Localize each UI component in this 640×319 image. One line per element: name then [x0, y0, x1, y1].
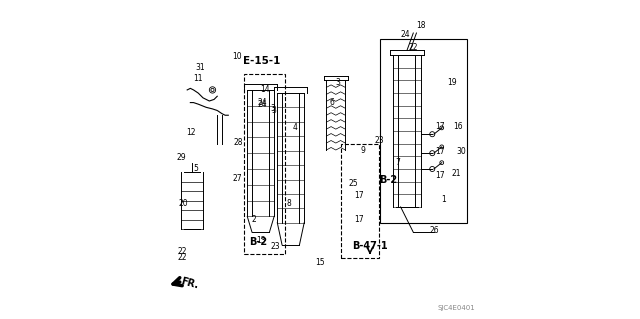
- Text: 28: 28: [234, 137, 243, 147]
- Text: 20: 20: [179, 199, 188, 208]
- Text: 26: 26: [429, 226, 439, 235]
- Text: 24: 24: [401, 30, 410, 39]
- Text: 24: 24: [258, 100, 268, 109]
- Text: 3: 3: [336, 78, 340, 86]
- Text: 11: 11: [193, 74, 203, 83]
- Text: 3: 3: [270, 104, 275, 113]
- Text: 2: 2: [252, 215, 256, 224]
- Text: 17: 17: [354, 215, 364, 224]
- Text: 17: 17: [435, 147, 444, 156]
- Text: B-2: B-2: [249, 237, 268, 247]
- Text: 12: 12: [186, 128, 196, 137]
- Text: 9: 9: [360, 145, 365, 154]
- Text: 8: 8: [286, 199, 291, 208]
- Text: 25: 25: [348, 179, 358, 188]
- Text: 22: 22: [408, 43, 418, 52]
- Text: 1: 1: [441, 195, 445, 204]
- Text: 21: 21: [452, 169, 461, 178]
- Text: 15: 15: [315, 258, 325, 267]
- Text: 6: 6: [330, 98, 335, 107]
- Text: 23: 23: [271, 242, 280, 251]
- Text: FR.: FR.: [179, 277, 199, 291]
- Text: SJC4E0401: SJC4E0401: [437, 305, 475, 311]
- Text: 18: 18: [417, 21, 426, 30]
- Text: 29: 29: [177, 153, 186, 162]
- Text: 17: 17: [435, 122, 444, 131]
- Text: 10: 10: [232, 52, 242, 61]
- Text: 31: 31: [196, 63, 205, 72]
- Text: 17: 17: [435, 171, 444, 180]
- Text: 22: 22: [178, 253, 187, 262]
- Text: 22: 22: [178, 247, 187, 256]
- Text: 14: 14: [260, 85, 269, 94]
- Text: 16: 16: [452, 122, 462, 131]
- Text: 24: 24: [258, 98, 268, 107]
- Text: B-47-1: B-47-1: [352, 241, 388, 251]
- Text: 19: 19: [447, 78, 457, 86]
- Text: 4: 4: [292, 123, 297, 132]
- Text: 7: 7: [395, 158, 400, 167]
- Text: E-15-1: E-15-1: [243, 56, 280, 66]
- Text: 3: 3: [272, 106, 276, 115]
- Text: 5: 5: [194, 165, 198, 174]
- Text: B-2: B-2: [380, 175, 397, 185]
- Text: 27: 27: [233, 174, 243, 183]
- Text: 23: 23: [374, 136, 384, 145]
- Text: 17: 17: [354, 191, 364, 200]
- Text: 13: 13: [257, 236, 266, 245]
- Text: 30: 30: [456, 147, 466, 156]
